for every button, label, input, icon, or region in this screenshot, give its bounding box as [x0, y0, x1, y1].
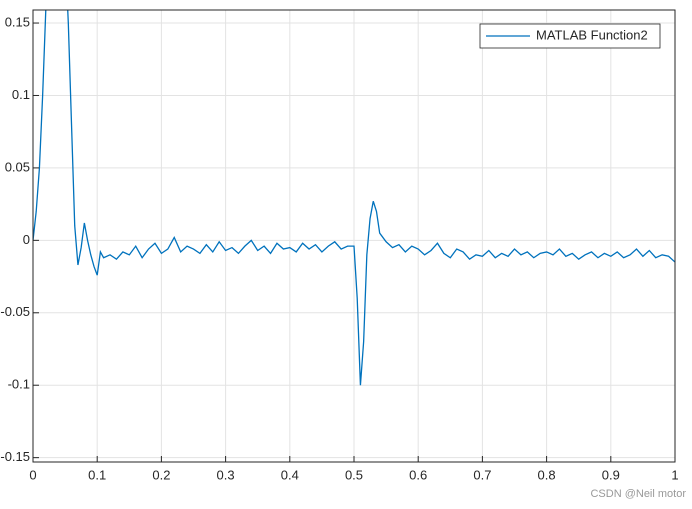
y-tick-label: 0 — [23, 232, 30, 247]
x-tick-label: 0.6 — [409, 467, 427, 482]
y-tick-label: -0.15 — [0, 449, 30, 464]
x-tick-label: 0.4 — [281, 467, 299, 482]
y-tick-label: -0.1 — [8, 377, 30, 392]
x-tick-label: 0.3 — [217, 467, 235, 482]
legend: MATLAB Function2 — [479, 23, 661, 49]
y-tick-label: 0.1 — [12, 87, 30, 102]
x-tick-label: 0.1 — [88, 467, 106, 482]
lines — [33, 10, 675, 386]
x-tick-label: 1 — [671, 467, 678, 482]
x-tick-label: 0 — [29, 467, 36, 482]
x-tick-label: 0.2 — [152, 467, 170, 482]
y-tick-label: -0.05 — [0, 304, 30, 319]
y-tick-label: 0.15 — [5, 14, 30, 29]
data-line — [33, 10, 675, 386]
legend-label: MATLAB Function2 — [536, 27, 648, 42]
x-tick-label: 0.5 — [345, 467, 363, 482]
watermark: CSDN @Neil motor — [590, 488, 686, 500]
x-tick-label: 0.7 — [473, 467, 491, 482]
x-tick-label: 0.9 — [602, 467, 620, 482]
x-tick-label: 0.8 — [538, 467, 556, 482]
y-tick-label: 0.05 — [5, 159, 30, 174]
